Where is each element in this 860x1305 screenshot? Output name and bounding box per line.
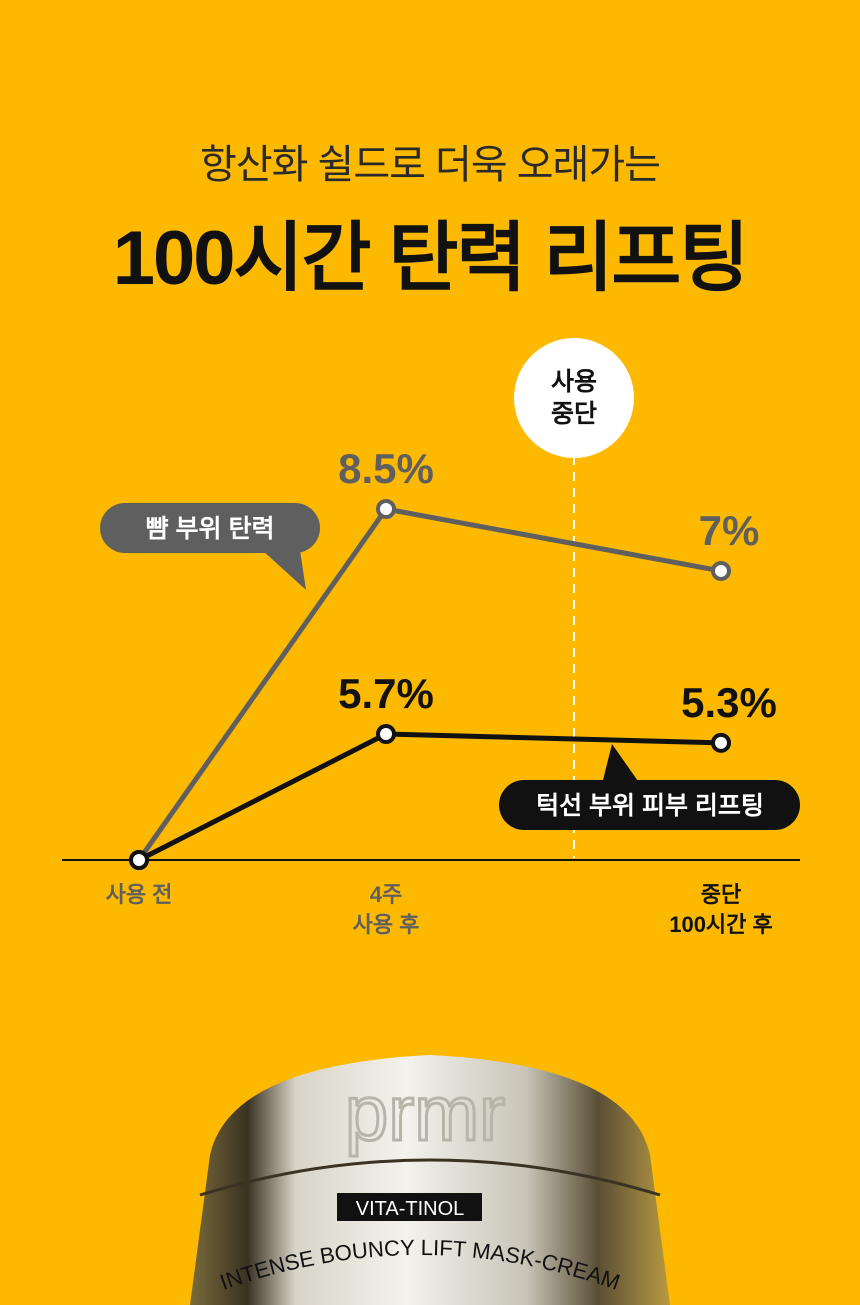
legend-callout-jawline: 턱선 부위 피부 리프팅 [499, 744, 800, 830]
data-point [711, 732, 731, 753]
legend-label: 턱선 부위 피부 리프팅 [536, 792, 764, 820]
legend-label: 뺨 부위 탄력 [146, 515, 275, 543]
legend-callout-cheek: 뺨 부위 탄력 [100, 503, 320, 590]
line-chart: 사용 중단 8.5% 7% 5.7% 5.3% 뺨 부위 탄력 턱선 부위 피부 리프… [62, 338, 800, 937]
data-point [711, 560, 731, 581]
data-label: 5.7% [338, 670, 434, 717]
x-tick-label: 100시간 후 [669, 912, 773, 937]
data-point [376, 499, 396, 519]
x-tick-label: 4주 [370, 882, 402, 907]
subtitle: 항산화 쉴드로 더욱 오래가는 [200, 143, 661, 187]
product-badge: VITA-TINOL [356, 1198, 465, 1220]
product-jar-image: prmr VITA-TINOL INTENSE BOUNCY LIFT MASK… [190, 1055, 670, 1305]
page-title: 100시간 탄력 리프팅 [112, 216, 749, 301]
x-tick-label: 사용 전 [106, 882, 173, 907]
data-point [129, 850, 149, 870]
stop-marker-bubble [514, 338, 634, 458]
data-point [376, 724, 396, 744]
data-label: 8.5% [338, 445, 434, 492]
x-tick-label: 중단 [701, 882, 741, 907]
brand-logo: prmr [345, 1069, 505, 1157]
data-label: 7% [699, 507, 760, 554]
data-label: 5.3% [681, 679, 777, 726]
stop-marker-label: 중단 [551, 400, 597, 428]
x-tick-label: 사용 후 [353, 912, 420, 937]
stop-marker-label: 사용 [551, 368, 597, 396]
